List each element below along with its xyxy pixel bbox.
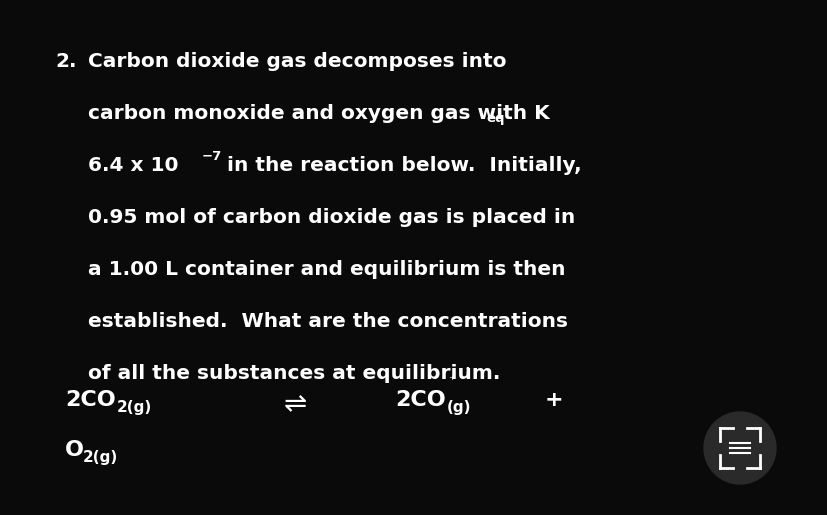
Text: Carbon dioxide gas decomposes into: Carbon dioxide gas decomposes into — [88, 52, 506, 71]
Text: in the reaction below.  Initially,: in the reaction below. Initially, — [220, 156, 581, 175]
Text: 2(g): 2(g) — [83, 450, 118, 465]
Text: eq: eq — [485, 112, 504, 125]
Text: +: + — [544, 390, 563, 410]
Text: established.  What are the concentrations: established. What are the concentrations — [88, 312, 567, 331]
Text: −7: −7 — [202, 150, 222, 163]
Text: :: : — [461, 364, 470, 377]
Text: 2(g): 2(g) — [117, 400, 152, 415]
Text: ₊: ₊ — [447, 370, 454, 383]
Text: a 1.00 L container and equilibrium is then: a 1.00 L container and equilibrium is th… — [88, 260, 565, 279]
Text: 6.4 x 10: 6.4 x 10 — [88, 156, 179, 175]
Text: (g): (g) — [447, 400, 471, 415]
Text: ⇌: ⇌ — [283, 390, 306, 418]
Text: 0.95 mol of carbon dioxide gas is placed in: 0.95 mol of carbon dioxide gas is placed… — [88, 208, 575, 227]
Text: O: O — [65, 440, 84, 460]
Text: carbon monoxide and oxygen gas with K: carbon monoxide and oxygen gas with K — [88, 104, 549, 123]
Text: of all the substances at equilibrium.: of all the substances at equilibrium. — [88, 364, 500, 383]
Text: 2CO: 2CO — [65, 390, 116, 410]
Circle shape — [703, 412, 775, 484]
Text: 2CO: 2CO — [394, 390, 445, 410]
Text: 2.: 2. — [55, 52, 76, 71]
